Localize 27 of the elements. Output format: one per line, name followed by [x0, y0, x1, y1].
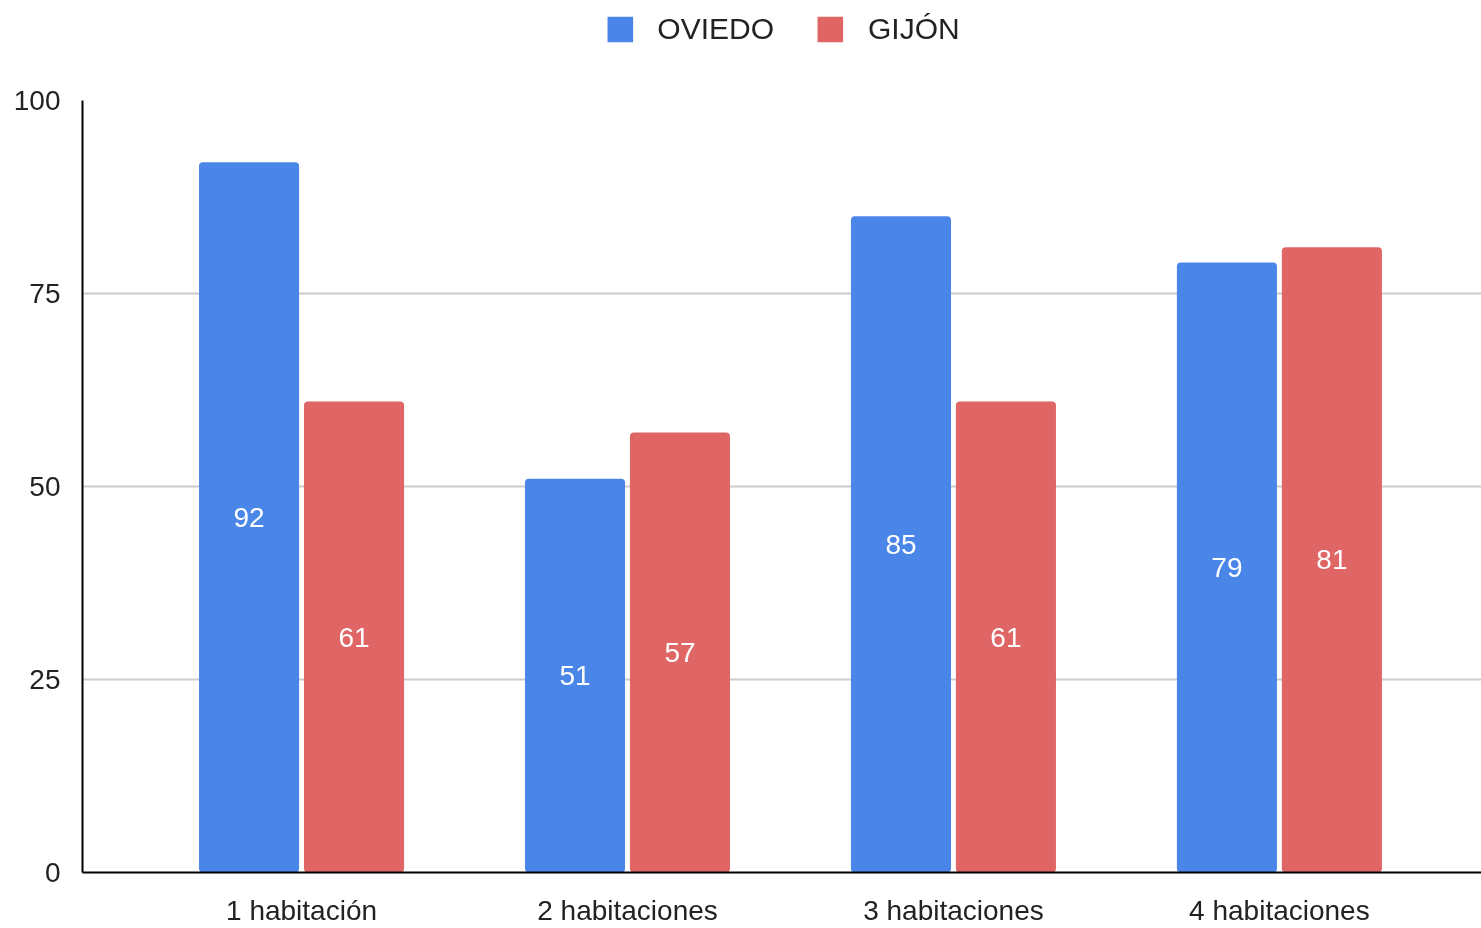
y-tick-label: 0: [44, 857, 61, 888]
data-label: 57: [664, 636, 696, 668]
legend-label: OVIEDO: [657, 12, 775, 46]
bar: [199, 162, 300, 873]
data-label: 92: [233, 501, 265, 533]
data-label: 81: [1316, 544, 1348, 576]
y-tick-label: 50: [29, 471, 61, 502]
bar: [1281, 247, 1382, 873]
y-tick-label: 75: [29, 278, 61, 309]
x-tick-label: 4 habitaciones: [1189, 894, 1370, 926]
legend-label: GIJÓN: [868, 12, 960, 46]
data-label: 61: [338, 621, 370, 653]
bar: [524, 478, 626, 873]
data-label: 85: [885, 528, 917, 560]
bar: [303, 401, 405, 873]
x-tick-label: 1 habitación: [226, 894, 378, 926]
bar: [629, 432, 731, 873]
y-tick-label: 25: [29, 664, 61, 695]
x-tick-label: 3 habitaciones: [863, 894, 1044, 926]
bar: [955, 401, 1056, 873]
data-label: 51: [559, 660, 591, 692]
bar: [850, 216, 952, 873]
data-label: 79: [1211, 552, 1243, 584]
x-tick-label: 2 habitaciones: [537, 894, 718, 926]
data-label: 61: [990, 621, 1022, 653]
bar: [1176, 262, 1277, 873]
y-tick-label: 100: [13, 85, 61, 116]
